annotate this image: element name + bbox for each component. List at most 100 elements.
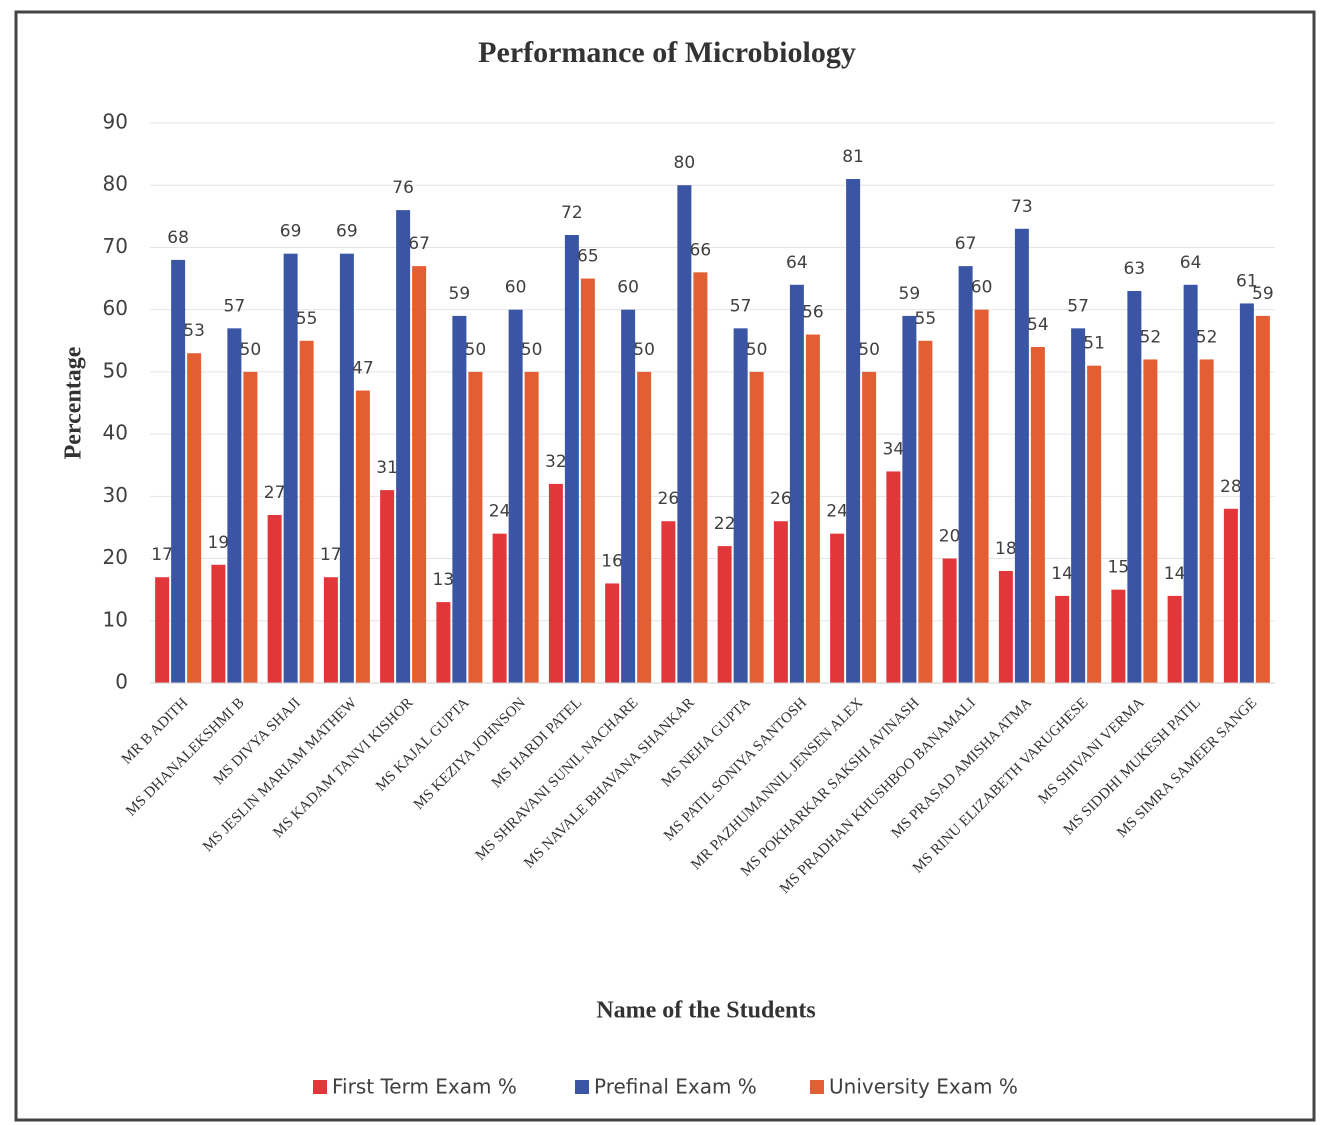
bar bbox=[299, 340, 314, 683]
data-label: 55 bbox=[915, 309, 937, 329]
bar bbox=[155, 577, 170, 683]
bar bbox=[492, 533, 507, 683]
chart-title: Performance of Microbiology bbox=[478, 36, 856, 69]
bar bbox=[862, 371, 877, 683]
bar bbox=[1055, 595, 1070, 683]
data-label: 18 bbox=[995, 539, 1017, 559]
data-label: 80 bbox=[674, 153, 696, 173]
data-label: 26 bbox=[658, 489, 680, 509]
bar bbox=[998, 571, 1013, 683]
data-label: 66 bbox=[690, 240, 712, 260]
legend-label: University Exam % bbox=[829, 1075, 1018, 1099]
bar bbox=[187, 353, 202, 683]
data-label: 59 bbox=[899, 284, 921, 304]
legend-swatch bbox=[313, 1080, 327, 1094]
bar bbox=[339, 253, 354, 683]
bar bbox=[267, 515, 282, 683]
bar bbox=[508, 309, 523, 683]
y-tick-label: 50 bbox=[103, 358, 128, 382]
bar bbox=[396, 210, 411, 683]
bar bbox=[171, 259, 186, 683]
bar bbox=[1127, 291, 1142, 683]
bar bbox=[564, 235, 579, 683]
y-tick-label: 70 bbox=[103, 234, 128, 258]
bar bbox=[717, 546, 732, 683]
data-label: 60 bbox=[617, 278, 639, 298]
y-tick-label: 0 bbox=[115, 670, 128, 694]
data-label: 50 bbox=[633, 340, 655, 360]
data-label: 57 bbox=[730, 296, 752, 316]
x-axis-title: Name of the Students bbox=[596, 998, 815, 1024]
data-label: 65 bbox=[577, 247, 599, 267]
bar bbox=[1087, 365, 1102, 683]
data-label: 14 bbox=[1051, 564, 1073, 584]
data-label: 50 bbox=[240, 340, 262, 360]
data-label: 50 bbox=[858, 340, 880, 360]
bar bbox=[323, 577, 338, 683]
bar bbox=[677, 185, 692, 683]
data-label: 68 bbox=[167, 228, 189, 248]
bar bbox=[211, 564, 226, 683]
data-label: 64 bbox=[786, 253, 808, 273]
data-label: 50 bbox=[746, 340, 768, 360]
data-label: 28 bbox=[1220, 477, 1242, 497]
bar bbox=[958, 266, 973, 683]
y-tick-label: 60 bbox=[103, 296, 128, 320]
data-label: 50 bbox=[465, 340, 487, 360]
data-label: 61 bbox=[1236, 271, 1258, 291]
bar bbox=[1183, 284, 1198, 683]
data-label: 17 bbox=[320, 545, 342, 565]
bar bbox=[243, 371, 258, 683]
data-label: 52 bbox=[1140, 327, 1162, 347]
data-label: 59 bbox=[449, 284, 471, 304]
bar bbox=[605, 583, 620, 683]
bar bbox=[436, 602, 451, 683]
data-label: 50 bbox=[521, 340, 543, 360]
bar bbox=[830, 533, 845, 683]
bar bbox=[974, 309, 989, 683]
legend-swatch bbox=[810, 1080, 824, 1094]
y-tick-label: 30 bbox=[103, 483, 128, 507]
data-label: 57 bbox=[1067, 296, 1089, 316]
data-label: 69 bbox=[336, 222, 358, 242]
data-label: 69 bbox=[280, 222, 302, 242]
data-label: 26 bbox=[770, 489, 792, 509]
bar bbox=[661, 521, 676, 683]
bar bbox=[283, 253, 298, 683]
bar bbox=[412, 266, 427, 683]
bar bbox=[749, 371, 764, 683]
bar bbox=[227, 328, 242, 683]
bar bbox=[1111, 589, 1126, 683]
y-tick-label: 40 bbox=[103, 421, 128, 445]
data-label: 16 bbox=[601, 551, 623, 571]
data-label: 14 bbox=[1164, 564, 1186, 584]
data-label: 51 bbox=[1083, 334, 1105, 354]
bar bbox=[452, 315, 467, 683]
legend-swatch bbox=[575, 1080, 589, 1094]
data-label: 19 bbox=[208, 533, 230, 553]
data-label: 24 bbox=[489, 502, 511, 522]
bar bbox=[886, 471, 901, 683]
bar bbox=[805, 334, 820, 683]
bar bbox=[380, 490, 395, 683]
data-label: 81 bbox=[842, 147, 864, 167]
bar bbox=[1143, 359, 1158, 683]
bar bbox=[1030, 347, 1045, 683]
bar bbox=[621, 309, 636, 683]
data-label: 67 bbox=[408, 234, 430, 254]
bar bbox=[733, 328, 748, 683]
bar bbox=[1071, 328, 1086, 683]
data-label: 54 bbox=[1027, 315, 1049, 335]
data-label: 24 bbox=[826, 502, 848, 522]
y-tick-label: 80 bbox=[103, 172, 128, 196]
data-label: 63 bbox=[1124, 259, 1146, 279]
data-label: 32 bbox=[545, 452, 567, 472]
bar bbox=[468, 371, 483, 683]
bar bbox=[1239, 303, 1254, 683]
data-label: 17 bbox=[151, 545, 173, 565]
data-label: 13 bbox=[433, 570, 455, 590]
data-label: 27 bbox=[264, 483, 286, 503]
data-label: 56 bbox=[802, 303, 824, 323]
bar bbox=[942, 558, 957, 683]
